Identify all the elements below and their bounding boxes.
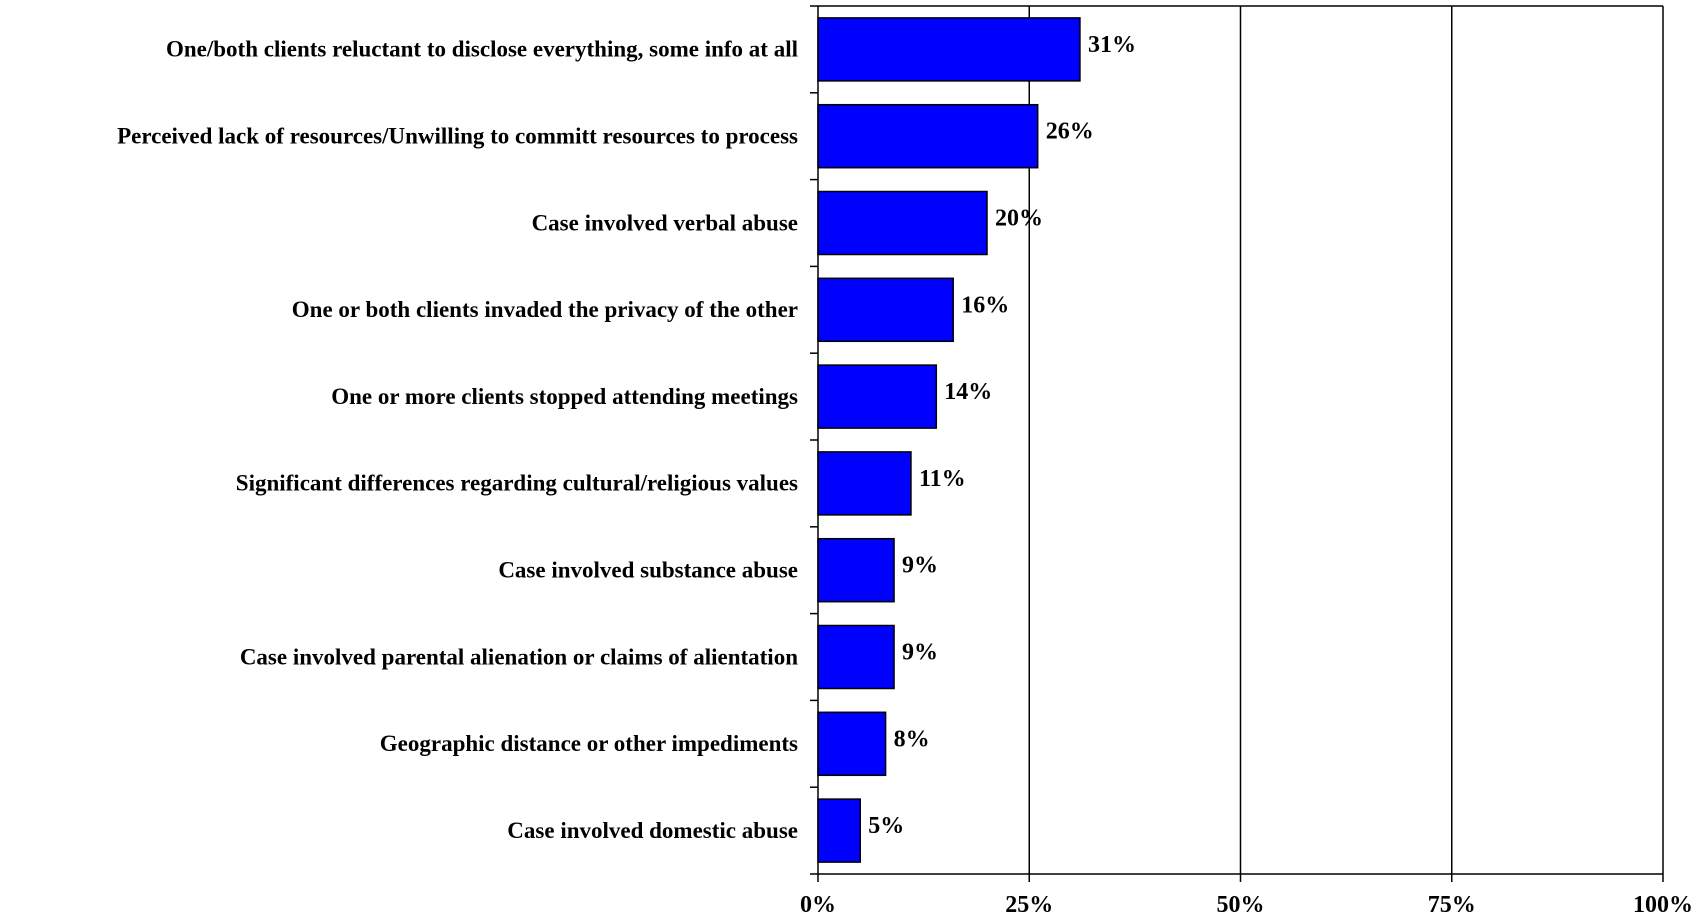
bar-10 [817,798,861,863]
data-label-10: 5% [868,813,904,839]
category-label-6: Significant differences regarding cultur… [236,471,798,496]
x-tick-label-25: 25% [1005,892,1053,918]
bar-1 [817,17,1081,82]
data-label-6: 11% [919,466,966,492]
data-label-1: 31% [1088,32,1136,58]
bar-6 [817,451,912,516]
data-label-7: 9% [902,553,938,579]
bar-7 [817,537,895,603]
bars [817,17,1081,863]
data-label-4: 16% [961,292,1009,318]
x-tick-label-50: 50% [1217,892,1265,918]
category-label-8: Case involved parental alienation or cla… [240,644,798,669]
bar-3 [817,190,988,256]
category-label-4: One or both clients invaded the privacy … [292,297,798,322]
category-label-7: Case involved substance abuse [498,557,798,582]
category-label-10: Case involved domestic abuse [507,818,798,843]
category-label-2: Perceived lack of resources/Unwilling to… [117,123,798,148]
category-label-1: One/both clients reluctant to disclose e… [166,37,798,62]
x-tick-label-0: 0% [800,892,836,918]
x-tick-label-75: 75% [1428,892,1476,918]
data-label-3: 20% [995,206,1043,232]
labels: 31% One/both clients reluctant to disclos… [117,32,1693,918]
category-label-5: One or more clients stopped attending me… [331,384,798,409]
bar-4 [817,277,954,343]
category-label-3: Case involved verbal abuse [532,210,798,235]
data-label-5: 14% [944,379,992,405]
data-label-9: 8% [894,726,930,752]
category-label-9: Geographic distance or other impediments [380,731,798,756]
bar-8 [817,624,895,690]
axes [810,5,1664,882]
x-tick-label-100: 100% [1633,892,1693,918]
data-label-2: 26% [1046,119,1094,145]
bar-5 [817,364,938,429]
data-label-8: 9% [902,640,938,666]
bar-9 [817,711,887,777]
bar-2 [817,103,1039,169]
